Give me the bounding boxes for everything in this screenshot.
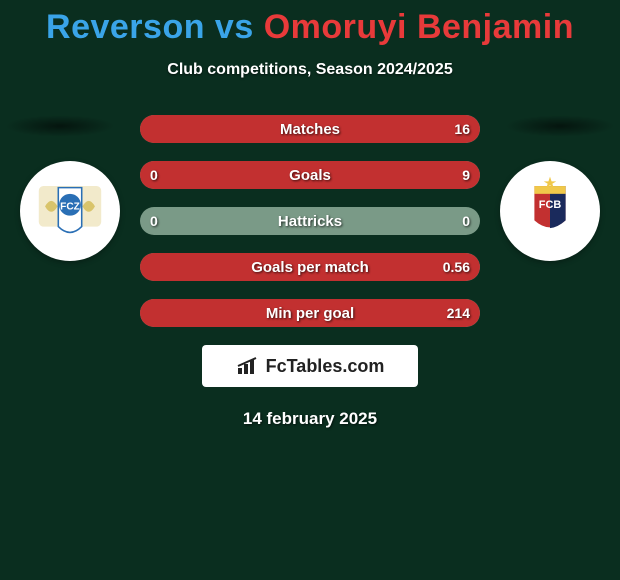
branding-badge: FcTables.com [202,345,418,387]
bars-icon [236,356,260,376]
stat-value-left: 0 [150,167,158,183]
team-crest-right: FCB [500,161,600,261]
stat-value-right: 16 [454,121,470,137]
stat-row: Min per goal 214 [140,299,480,327]
shadow-right [505,115,615,137]
page-title: Reverson vs Omoruyi Benjamin [0,0,620,47]
stat-label: Min per goal [266,305,354,322]
stat-label: Goals [289,167,331,184]
stat-label: Goals per match [251,259,369,276]
comparison-block: FCZ FCB Matches 16 0 Goals 9 0 Hattricks 0 Goals… [0,115,620,327]
shadow-left [5,115,115,137]
stat-value-right: 0.56 [443,259,470,275]
svg-text:FCZ: FCZ [60,201,80,212]
fc-zurich-crest-icon: FCZ [31,172,109,250]
fc-basel-crest-icon: FCB [511,172,589,250]
stat-row: Goals per match 0.56 [140,253,480,281]
stat-value-right: 9 [462,167,470,183]
branding-text: FcTables.com [266,356,385,377]
svg-text:FCB: FCB [539,199,562,211]
stat-rows: Matches 16 0 Goals 9 0 Hattricks 0 Goals per mat… [140,115,480,327]
stat-value-right: 214 [447,305,470,321]
stat-label: Matches [280,121,340,138]
stat-value-right: 0 [462,213,470,229]
team-crest-left: FCZ [20,161,120,261]
date-label: 14 february 2025 [0,409,620,429]
title-vs: vs [205,8,264,46]
stat-label: Hattricks [278,213,342,230]
stat-value-left: 0 [150,213,158,229]
subtitle: Club competitions, Season 2024/2025 [0,61,620,79]
stat-row: 0 Hattricks 0 [140,207,480,235]
title-player-left: Reverson [46,8,205,46]
stat-row: Matches 16 [140,115,480,143]
title-player-right: Omoruyi Benjamin [264,8,574,46]
stat-row: 0 Goals 9 [140,161,480,189]
